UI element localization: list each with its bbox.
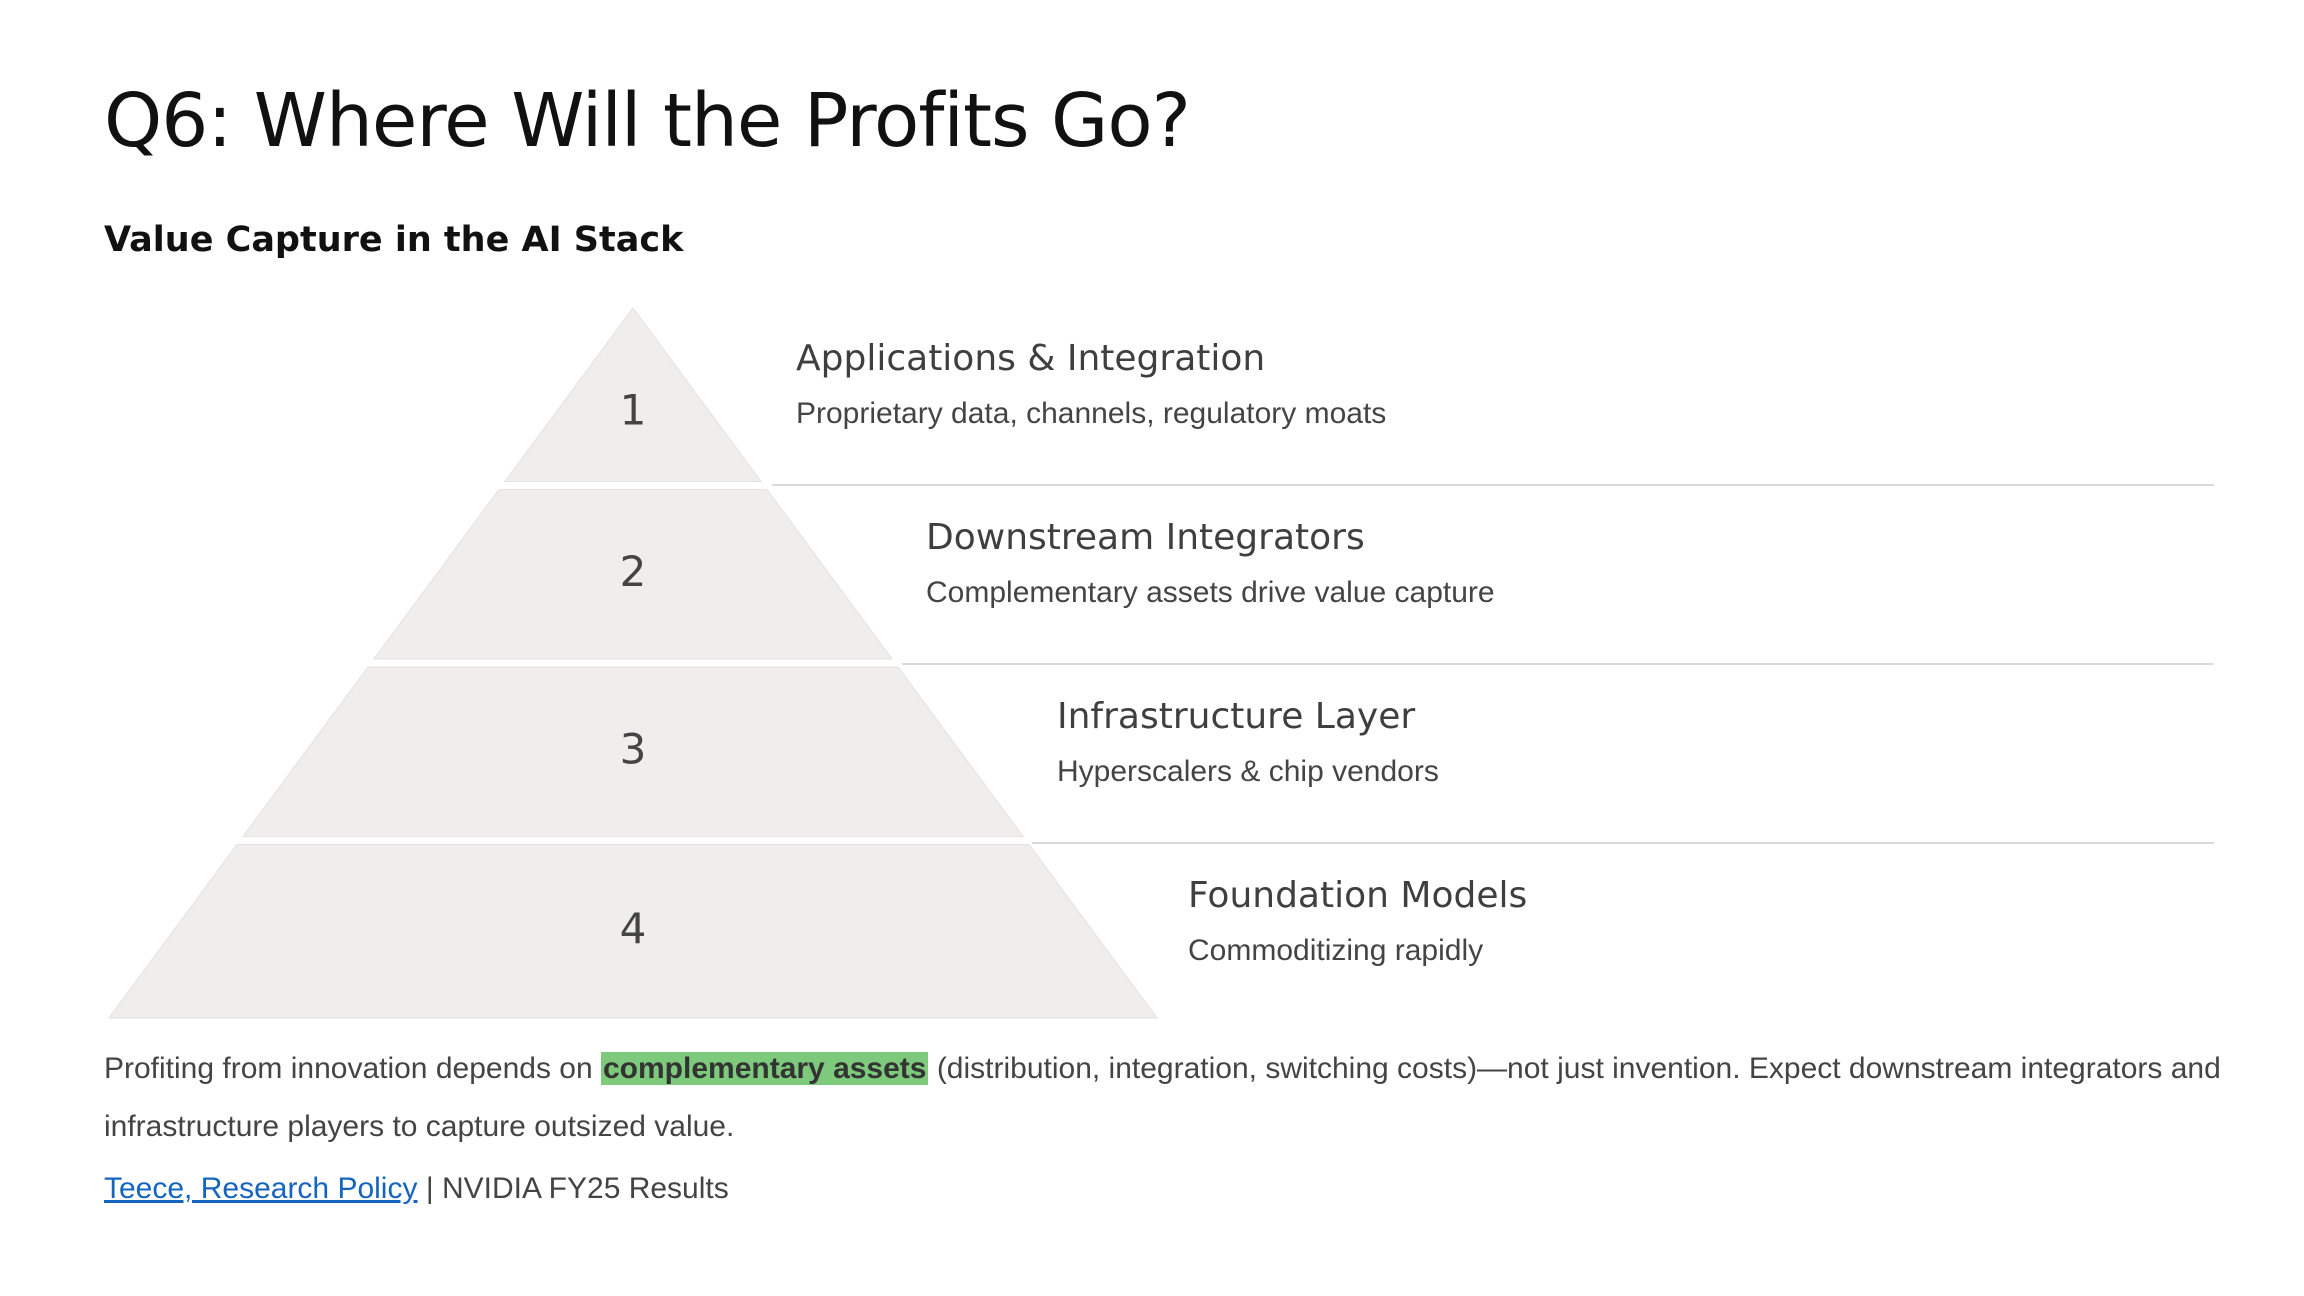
pyramid-tier-3 xyxy=(241,666,1025,837)
slide-subtitle: Value Capture in the AI Stack xyxy=(104,220,684,260)
tier-3-text: Infrastructure Layer Hyperscalers & chip… xyxy=(1057,696,1439,789)
body-text-after: (distribution, integration, switching co… xyxy=(104,1052,2221,1143)
tier-divider xyxy=(1032,842,2214,844)
source-separator: | xyxy=(425,1172,434,1205)
tier-3-description: Hyperscalers & chip vendors xyxy=(1057,755,1439,788)
slide-title: Q6: Where Will the Profits Go? xyxy=(104,78,1191,164)
tier-1-title: Applications & Integration xyxy=(796,338,1266,379)
tier-2-description: Complementary assets drive value capture xyxy=(926,576,1495,609)
tier-divider xyxy=(772,484,2214,486)
source-nvidia: NVIDIA FY25 Results xyxy=(441,1172,729,1205)
tier-3-number: 3 xyxy=(620,724,647,773)
tier-4-text: Foundation Models Commoditizing rapidly xyxy=(1188,875,1527,968)
tier-2-title: Downstream Integrators xyxy=(926,517,1365,558)
tier-2-number: 2 xyxy=(620,547,647,596)
body-text-before: Profiting from innovation depends on xyxy=(104,1052,601,1085)
pyramid-tier-4 xyxy=(108,844,1158,1019)
pyramid-tier-2 xyxy=(372,489,894,660)
tier-3-title: Infrastructure Layer xyxy=(1057,696,1416,737)
tier-1-number: 1 xyxy=(620,385,647,434)
value-pyramid: 1 2 3 4 xyxy=(108,307,1158,1019)
tier-1-description: Proprietary data, channels, regulatory m… xyxy=(796,397,1387,430)
highlighted-term: complementary assets xyxy=(600,1052,929,1085)
tier-divider xyxy=(902,663,2214,665)
pyramid-tier-1 xyxy=(503,307,763,482)
sources-line: Teece, Research Policy | NVIDIA FY25 Res… xyxy=(104,1172,729,1206)
tier-4-title: Foundation Models xyxy=(1188,875,1528,916)
tier-4-number: 4 xyxy=(620,904,647,953)
body-paragraph: Profiting from innovation depends on com… xyxy=(104,1040,2224,1156)
tier-2-text: Downstream Integrators Complementary ass… xyxy=(926,517,1495,610)
source-link-teece[interactable]: Teece, Research Policy xyxy=(104,1172,418,1205)
tier-4-description: Commoditizing rapidly xyxy=(1188,934,1484,967)
tier-1-text: Applications & Integration Proprietary d… xyxy=(796,338,1386,431)
